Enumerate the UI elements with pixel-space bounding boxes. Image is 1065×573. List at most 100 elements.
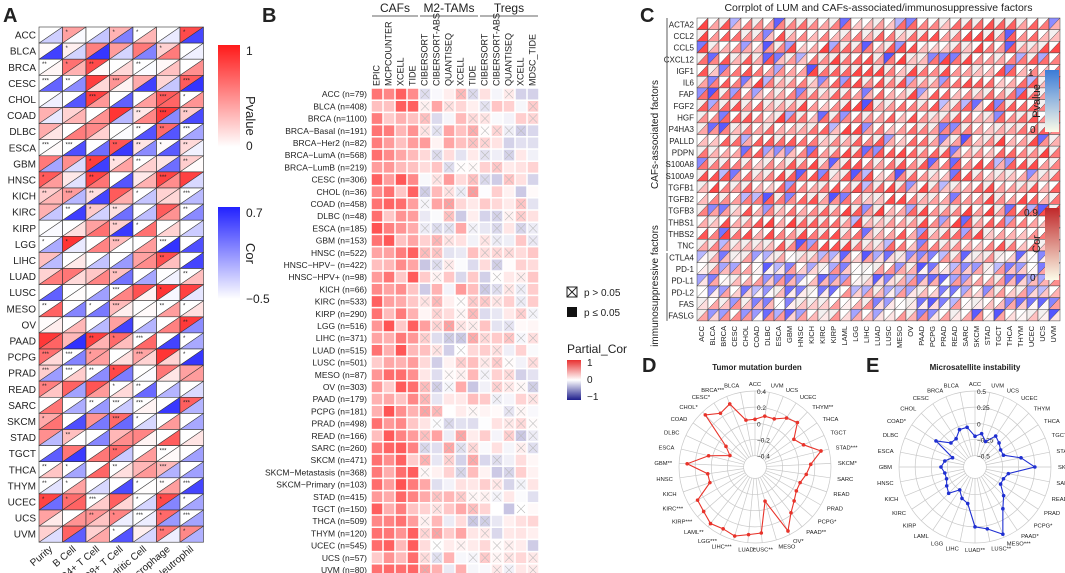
b-cell-cross	[504, 175, 514, 184]
b-cell	[431, 88, 443, 100]
a-cell-stars: **	[66, 207, 71, 213]
b-cell	[395, 149, 407, 161]
a-legend-cor-bar	[218, 207, 240, 299]
a-cell-stars: ***	[42, 143, 50, 149]
b-legend-cor-tick: 0	[587, 375, 593, 386]
b-cell	[395, 417, 407, 430]
a-cell-diagonal	[62, 445, 87, 462]
b-cell	[443, 137, 455, 149]
a-cell-stars: *	[160, 143, 163, 149]
a-row-label: SKCM	[7, 417, 36, 428]
a-cell-diagonal	[62, 380, 87, 398]
b-cell-cross	[456, 187, 466, 197]
b-cell-cross	[516, 406, 526, 416]
a-cell-stars: *	[42, 497, 45, 503]
a-cell-diagonal	[132, 219, 157, 237]
a-cell-diagonal	[85, 525, 110, 543]
b-cell	[443, 356, 455, 369]
b-cell	[515, 100, 527, 113]
b-cell-cross	[528, 358, 538, 367]
a-cell-stars: ***	[160, 175, 168, 181]
b-cell-cross	[432, 248, 442, 258]
c-row-label: PALLD	[669, 137, 694, 146]
b-cell	[371, 381, 383, 393]
b-cell-cross	[492, 284, 502, 294]
b-cell	[371, 88, 383, 100]
b-cell-cross	[480, 358, 490, 367]
a-cell-diagonal	[156, 268, 181, 285]
b-cell-cross	[444, 321, 454, 331]
a-cell-stars: *	[113, 529, 116, 535]
a-cell-stars: **	[113, 465, 118, 471]
b-row-label: MESO (n=87)	[315, 370, 367, 380]
b-legend-cor-title: Partial_Cor	[567, 342, 627, 356]
b-cell	[371, 271, 383, 283]
b-cell	[443, 173, 455, 186]
a-cell-diagonal	[109, 509, 134, 527]
b-cell	[407, 515, 419, 527]
a-cell-diagonal	[156, 461, 181, 479]
b-cell-cross	[468, 504, 478, 514]
a-cell-diagonal	[132, 509, 157, 527]
b-row-label: HNSC−HPV− (n=422)	[284, 260, 368, 270]
b-cell	[407, 429, 419, 442]
b-cell	[383, 100, 395, 113]
b-cell	[395, 515, 407, 527]
a-cell-diagonal	[132, 268, 157, 285]
b-row-label: UCEC (n=545)	[311, 541, 367, 551]
a-cell-stars: ***	[183, 78, 191, 84]
a-cell-diagonal	[38, 42, 63, 60]
a-cell-stars: *	[42, 175, 45, 181]
a-cell-diagonal	[156, 219, 181, 237]
b-cell-cross	[480, 516, 490, 526]
b-cell	[371, 283, 383, 296]
b-cell	[407, 271, 419, 283]
b-cell-cross	[528, 309, 538, 319]
c-row-label: ACTA2	[669, 20, 695, 29]
a-cell-stars: **	[42, 191, 47, 197]
a-cell-diagonal	[132, 187, 157, 205]
c-cell-diagonal	[927, 17, 940, 30]
a-cell-diagonal	[38, 284, 63, 301]
b-cell-cross	[504, 126, 514, 136]
a-cell-stars: **	[113, 143, 118, 149]
a-cell-diagonal	[179, 139, 204, 157]
a-cell-diagonal	[132, 525, 157, 543]
b-col-label: MCPCOUNTER	[383, 21, 393, 86]
a-cell-diagonal	[179, 155, 204, 173]
a-cell-stars: ***	[113, 288, 121, 294]
a-cell-stars: **	[160, 529, 165, 535]
b-cell	[371, 100, 383, 113]
b-cell	[383, 527, 395, 540]
a-cell-diagonal	[85, 284, 110, 301]
b-row-label: LGG (n=516)	[317, 321, 367, 331]
b-cell-cross	[444, 333, 454, 343]
b-cell	[407, 332, 419, 344]
b-cell	[419, 234, 431, 247]
a-cell-diagonal	[156, 429, 181, 446]
b-cell-cross	[468, 321, 478, 331]
b-cell-cross	[468, 223, 478, 233]
b-col-label: CIBERSORT	[479, 33, 489, 86]
b-cell	[503, 259, 515, 271]
b-cell	[371, 442, 383, 454]
c-cell-diagonal	[905, 17, 918, 30]
b-cell-cross	[432, 492, 442, 502]
b-cell	[395, 137, 407, 149]
b-cell-cross	[492, 223, 502, 233]
a-cell-diagonal	[179, 380, 204, 398]
b-cell	[503, 271, 515, 283]
b-cell	[443, 429, 455, 442]
a-cell-stars: ***	[183, 127, 191, 133]
b-cell-cross	[420, 126, 430, 136]
b-cell	[383, 564, 395, 573]
b-cell	[371, 466, 383, 479]
a-row-label: OV	[22, 320, 37, 331]
b-cell	[371, 490, 383, 503]
b-cell-cross	[444, 260, 454, 270]
b-cell	[371, 564, 383, 573]
b-cell	[515, 173, 527, 186]
b-legend-sig-box	[567, 307, 577, 317]
a-cell-diagonal	[62, 26, 87, 44]
a-cell-stars: **	[136, 143, 141, 149]
